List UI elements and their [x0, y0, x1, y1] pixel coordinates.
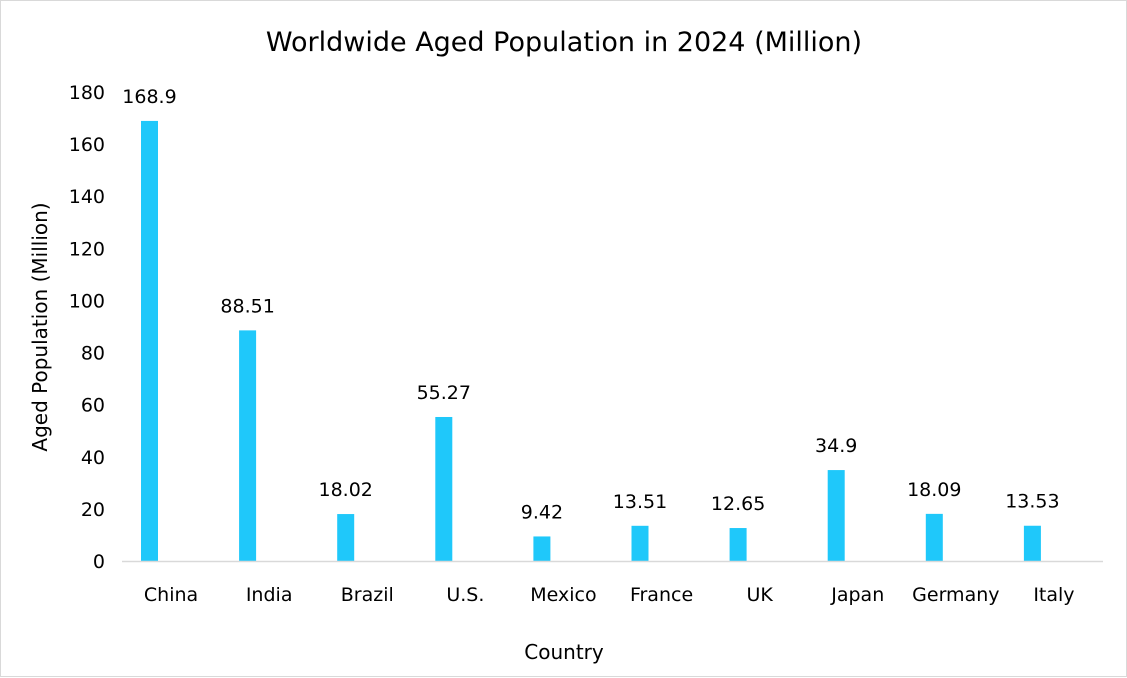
- bar-italy: [1023, 525, 1041, 561]
- bar-india: [239, 330, 257, 561]
- data-label: 13.53: [1005, 491, 1059, 513]
- y-tick-label: 0: [93, 551, 105, 573]
- data-label: 168.9: [122, 86, 176, 108]
- y-tick-label: 20: [81, 499, 105, 521]
- data-labels: 168.9 88.51 18.02 55.27 9.42 13.51 12.65 34.9 18…: [122, 86, 1059, 524]
- y-tick-label: 140: [69, 186, 105, 208]
- data-label: 18.09: [907, 479, 961, 501]
- y-tick-label: 160: [69, 134, 105, 156]
- y-tick-label: 120: [69, 238, 105, 260]
- y-axis-ticks: 0 20 40 60 80 100 120 140 160 180: [69, 82, 105, 573]
- data-label: 88.51: [220, 295, 274, 317]
- y-tick-label: 100: [69, 290, 105, 312]
- bar-france: [631, 525, 649, 561]
- bars: [141, 120, 1041, 562]
- bar-mexico: [533, 536, 551, 561]
- data-label: 12.65: [711, 493, 765, 515]
- bar-china: [141, 120, 158, 562]
- y-tick-label: 40: [81, 447, 105, 469]
- y-tick-label: 80: [81, 343, 105, 365]
- x-tick-label: Italy: [1033, 584, 1074, 606]
- bar-brazil: [337, 514, 355, 561]
- data-label: 34.9: [815, 435, 857, 457]
- data-label: 55.27: [417, 382, 471, 404]
- bar-japan: [827, 470, 845, 561]
- y-tick-label: 60: [81, 395, 105, 417]
- x-axis-ticks: China India Brazil U.S. Mexico France UK Japan G…: [144, 584, 1075, 606]
- x-tick-label: Brazil: [341, 584, 394, 606]
- x-tick-label: Mexico: [530, 584, 596, 606]
- x-tick-label: Japan: [830, 584, 884, 606]
- x-tick-label: India: [246, 584, 293, 606]
- y-axis-title: Aged Population (Million): [28, 202, 52, 451]
- bar-us: [435, 416, 453, 561]
- y-tick-label: 180: [69, 82, 105, 104]
- x-tick-label: U.S.: [446, 584, 484, 606]
- data-label: 13.51: [613, 491, 667, 513]
- data-label: 9.42: [521, 501, 563, 523]
- x-axis-title: Country: [524, 640, 604, 664]
- x-tick-label: China: [144, 584, 198, 606]
- x-tick-label: UK: [746, 584, 773, 606]
- chart-title: Worldwide Aged Population in 2024 (Milli…: [266, 27, 862, 58]
- x-tick-label: Germany: [912, 584, 999, 606]
- data-label: 18.02: [318, 479, 372, 501]
- x-tick-label: France: [630, 584, 693, 606]
- bar-uk: [729, 528, 747, 561]
- bar-germany: [925, 513, 943, 561]
